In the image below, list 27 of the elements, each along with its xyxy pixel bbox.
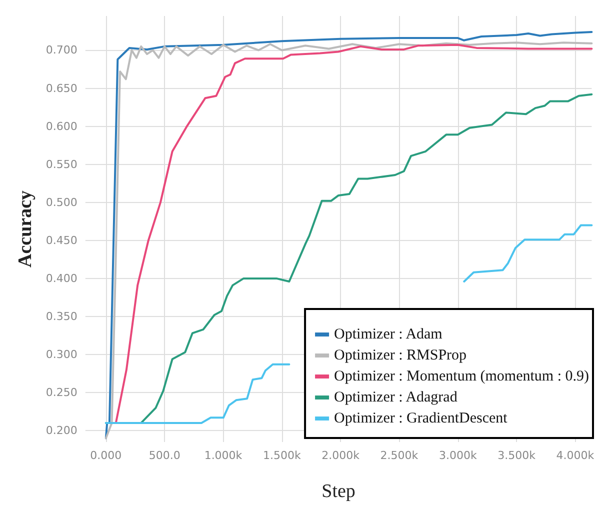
x-tick-label: 2.000k (322, 449, 360, 462)
legend-label: Optimizer : RMSProp (334, 348, 467, 364)
x-tick-label: 0.000 (90, 449, 122, 462)
legend-label: Optimizer : GradientDescent (334, 410, 508, 426)
x-tick-label: 1.000k (204, 449, 243, 462)
y-tick-label: 0.300 (46, 348, 78, 362)
y-tick-label: 0.400 (46, 272, 78, 285)
y-tick-label: 0.550 (46, 158, 78, 171)
y-tick-label: 0.250 (46, 386, 78, 400)
x-tick-label: 3.500k (498, 449, 536, 462)
y-tick-label: 0.350 (46, 310, 78, 323)
y-tick-label: 0.200 (46, 424, 78, 438)
y-tick-label: 0.500 (46, 196, 78, 209)
y-tick-label: 0.600 (46, 120, 78, 133)
y-axis-title: Accuracy (15, 190, 36, 268)
y-tick-label: 0.650 (46, 82, 78, 95)
x-tick-label: 2.500k (380, 449, 419, 462)
legend-label: Optimizer : Adam (334, 326, 443, 342)
x-tick-label: 3.000k (438, 449, 478, 462)
x-tick-label: 500.0 (148, 449, 180, 462)
legend-label: Optimizer : Momentum (momentum : 0.9) (334, 368, 590, 384)
y-tick-label: 0.700 (46, 44, 78, 57)
x-tick-label: 4.000k (556, 449, 595, 462)
x-axis-title: Step (322, 481, 356, 502)
x-tick-label: 1.500k (262, 449, 302, 462)
y-tick-label: 0.450 (46, 234, 78, 247)
legend-label: Optimizer : Adagrad (334, 390, 458, 406)
